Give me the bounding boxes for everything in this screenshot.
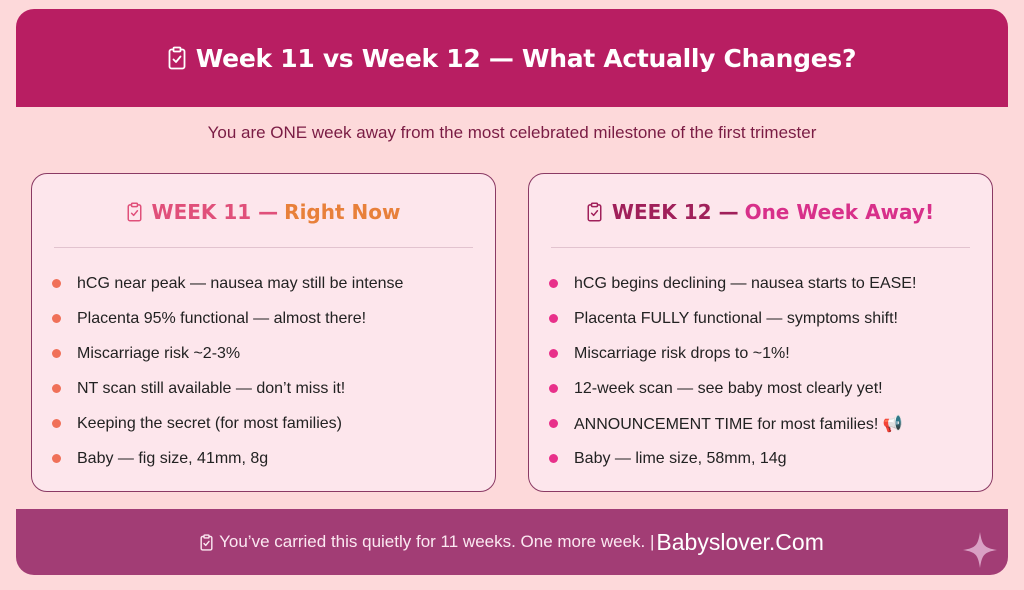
- list-item: Baby — fig size, 41mm, 8g: [52, 441, 485, 476]
- bullet-icon: [549, 349, 558, 358]
- page-title: Week 11 vs Week 12 — What Actually Chang…: [195, 43, 857, 73]
- list-item: NT scan still available — don’t miss it!: [52, 371, 485, 406]
- list-item: Placenta 95% functional — almost there!: [52, 301, 485, 336]
- divider: [54, 247, 473, 248]
- list-item: Keeping the secret (for most families): [52, 406, 485, 441]
- divider: [551, 247, 970, 248]
- bullet-icon: [549, 279, 558, 288]
- clipboard-check-icon: [168, 46, 186, 70]
- bullet-icon: [549, 419, 558, 428]
- week11-list: hCG near peak — nausea may still be inte…: [52, 266, 485, 476]
- bullet-icon: [52, 279, 61, 288]
- list-item: hCG near peak — nausea may still be inte…: [52, 266, 485, 301]
- week11-heading: WEEK 11 — Right Now: [32, 200, 495, 224]
- brand-link[interactable]: Babyslover.Com: [656, 528, 824, 555]
- bullet-icon: [52, 314, 61, 323]
- list-item: Miscarriage risk drops to ~1%!: [549, 336, 982, 371]
- week12-title-label: WEEK 12 —: [611, 200, 739, 224]
- week11-title-sub: Right Now: [284, 200, 401, 224]
- week11-card: WEEK 11 — Right Now hCG near peak — naus…: [31, 173, 496, 492]
- bullet-icon: [549, 314, 558, 323]
- week12-card: WEEK 12 — One Week Away! hCG begins decl…: [528, 173, 993, 492]
- list-item: hCG begins declining — nausea starts to …: [549, 266, 982, 301]
- bullet-icon: [549, 454, 558, 463]
- sparkle-icon: [962, 531, 998, 574]
- week12-title-sub: One Week Away!: [744, 200, 935, 224]
- clipboard-check-icon: [200, 533, 213, 551]
- week12-list: hCG begins declining — nausea starts to …: [549, 266, 982, 476]
- bullet-icon: [52, 349, 61, 358]
- bullet-icon: [549, 384, 558, 393]
- list-item: ANNOUNCEMENT TIME for most families! 📢: [549, 406, 982, 441]
- clipboard-check-icon: [587, 202, 602, 222]
- header-banner: Week 11 vs Week 12 — What Actually Chang…: [16, 9, 1008, 107]
- bullet-icon: [52, 384, 61, 393]
- footer-message: You’ve carried this quietly for 11 weeks…: [219, 532, 655, 551]
- bullet-icon: [52, 454, 61, 463]
- week12-heading: WEEK 12 — One Week Away!: [529, 200, 992, 224]
- bullet-icon: [52, 419, 61, 428]
- footer-banner: You’ve carried this quietly for 11 weeks…: [16, 509, 1008, 575]
- clipboard-check-icon: [127, 202, 142, 222]
- subtitle: You are ONE week away from the most cele…: [207, 123, 817, 142]
- list-item: Baby — lime size, 58mm, 14g: [549, 441, 982, 476]
- list-item: Placenta FULLY functional — symptoms shi…: [549, 301, 982, 336]
- list-item: Miscarriage risk ~2-3%: [52, 336, 485, 371]
- week11-title-label: WEEK 11 —: [151, 200, 279, 224]
- list-item: 12-week scan — see baby most clearly yet…: [549, 371, 982, 406]
